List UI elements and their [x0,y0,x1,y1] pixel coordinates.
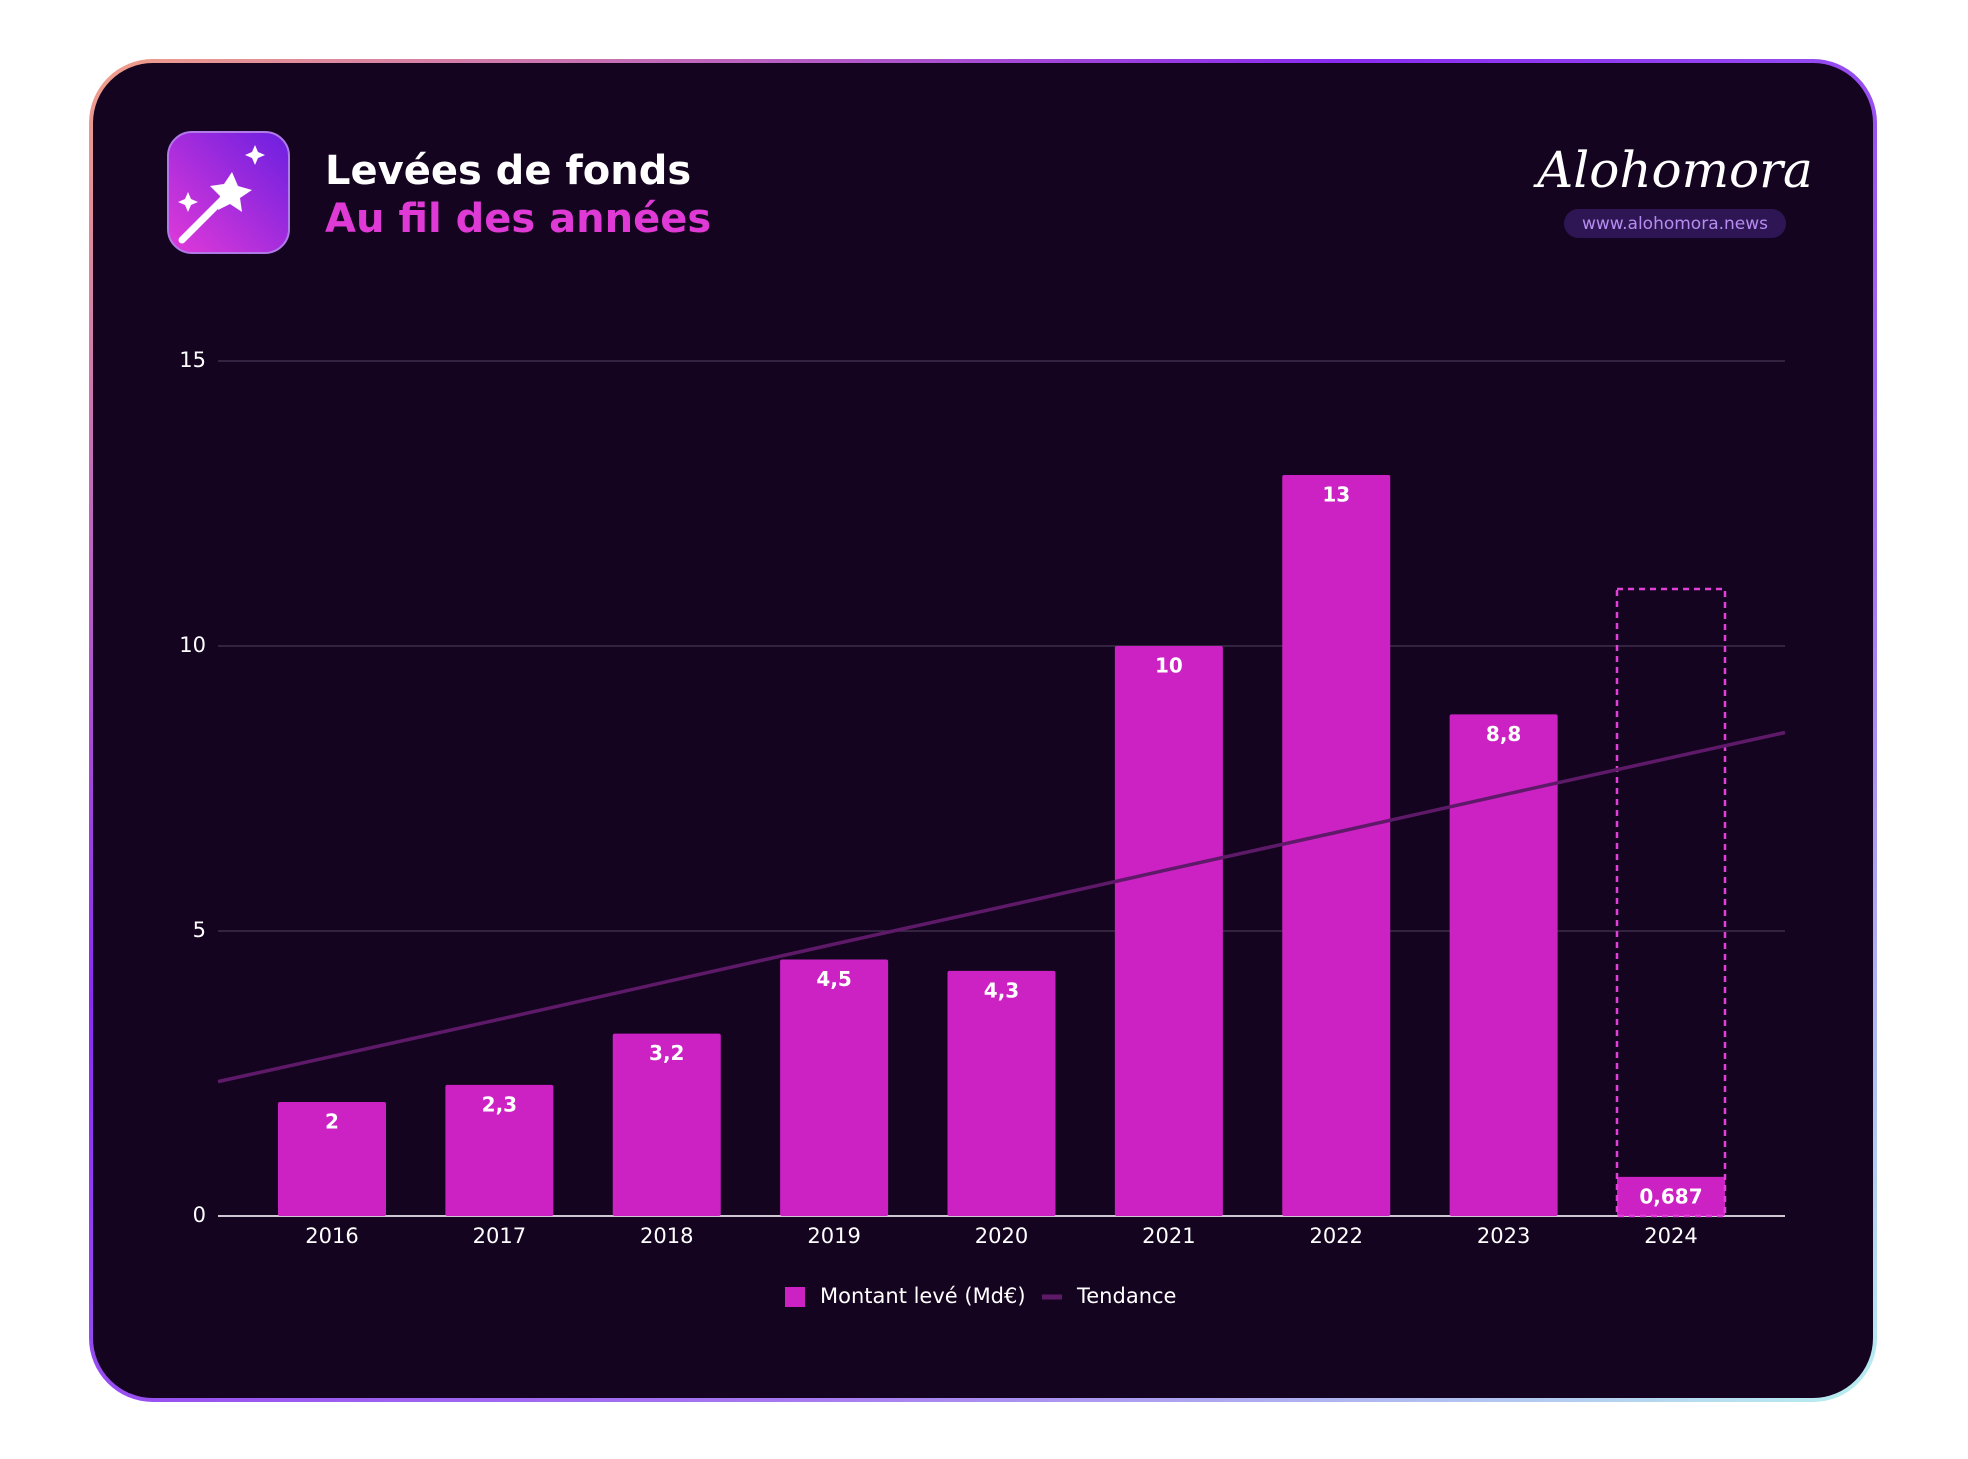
bar [780,959,889,1216]
brand-logo: Alohomora [1533,141,1813,199]
legend-swatch [785,1287,805,1307]
title: Levées de fonds [325,148,691,194]
value-label: 3,2 [649,1041,684,1065]
x-tick-label: 2023 [1477,1224,1530,1248]
x-tick-label: 2016 [305,1224,358,1248]
url-pill [1564,209,1786,238]
bar [612,1033,721,1216]
value-label: 2,3 [482,1092,517,1116]
bar [445,1084,554,1216]
legend-label: Montant levé (Md€) [820,1284,1026,1308]
value-label: 13 [1322,483,1350,507]
value-label: 2 [325,1110,339,1134]
subtitle: Au fil des années [325,196,711,242]
value-label: 8,8 [1486,722,1521,746]
card [93,63,1873,1398]
value-label: 10 [1155,654,1183,678]
bar [1449,714,1558,1216]
x-tick-label: 2022 [1310,1224,1363,1248]
projection-box [1615,587,1727,1218]
bar [1114,646,1223,1216]
x-tick-label: 2019 [807,1224,860,1248]
bar [1617,1176,1725,1216]
y-tick-label: 15 [179,348,206,372]
y-tick-label: 5 [193,918,206,942]
x-tick-label: 2024 [1644,1224,1697,1248]
value-label: 0,687 [1639,1184,1702,1208]
bar [1282,475,1391,1216]
url: www.alohomora.news [1582,214,1768,234]
app-icon [167,131,290,254]
legend-label: Tendance [1076,1284,1176,1308]
y-tick-label: 10 [179,633,206,657]
bar [278,1102,386,1216]
bar [947,970,1056,1216]
value-label: 4,3 [984,978,1019,1002]
trend-line [217,730,1786,1084]
value-label: 4,5 [816,967,851,991]
x-tick-label: 2021 [1142,1224,1195,1248]
x-tick-label: 2017 [473,1224,526,1248]
y-tick-label: 0 [193,1203,206,1227]
x-tick-label: 2018 [640,1224,693,1248]
x-tick-label: 2020 [975,1224,1028,1248]
